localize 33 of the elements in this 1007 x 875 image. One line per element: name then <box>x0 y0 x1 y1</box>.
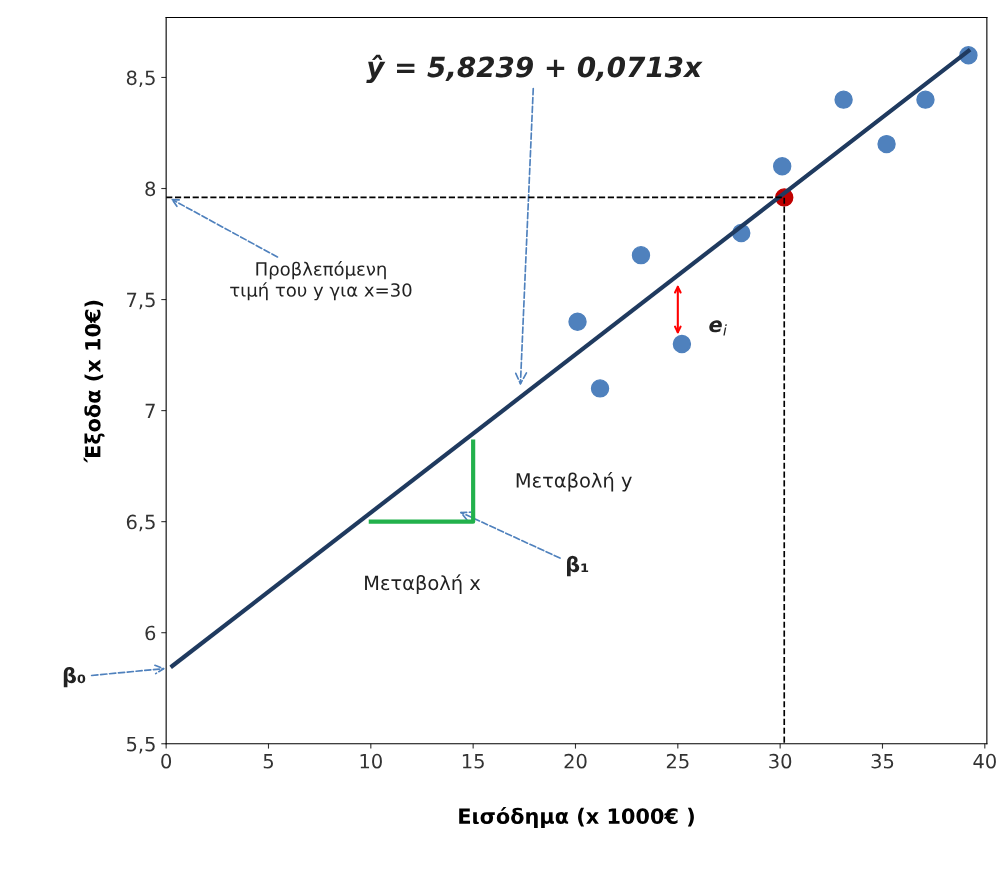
text: β₀ <box>63 666 86 688</box>
annotation: Μεταβολή x <box>365 574 481 594</box>
y-tick-label: 7,5 <box>127 292 155 310</box>
x-tick-label: 40 <box>973 753 996 769</box>
point <box>916 90 935 109</box>
x-tick-label: 35 <box>871 753 894 769</box>
x-tick-label: 10 <box>360 753 382 769</box>
x-tick-label: 25 <box>666 753 689 769</box>
annotation: β₁ <box>567 555 589 577</box>
y-tick-label: 5,5 <box>127 736 155 754</box>
point <box>672 334 692 354</box>
x-tick-label: 20 <box>564 753 587 769</box>
y-tick-label: 8 <box>145 181 156 197</box>
annotation: e$_{i}$ <box>709 320 727 336</box>
point <box>590 379 610 398</box>
y-tick-label: 7 <box>145 403 155 418</box>
point <box>772 157 792 176</box>
x-tick-label: 30 <box>769 753 792 769</box>
x-tick-label: 15 <box>462 754 484 769</box>
annotation: Προβλεπόμενη τιμή του y για x=30 <box>230 261 412 301</box>
x-tick-label: 5 <box>263 754 273 769</box>
point <box>834 90 853 109</box>
y-axis-title: Έξοδα (x 10€) <box>83 300 105 463</box>
x-axis-title: Εισόδημα (x 1000€ ) <box>459 807 694 829</box>
y-tick-label: 6 <box>145 625 156 641</box>
point <box>877 134 896 154</box>
y-tick-label: 6,5 <box>126 514 155 532</box>
y-tick-label: 8,5 <box>126 70 155 88</box>
point <box>568 312 587 331</box>
x-tick-label: 0 <box>161 753 172 769</box>
annotation: ŷ = 5,8239 + 0,0713x <box>366 54 703 84</box>
point <box>631 245 651 265</box>
annotation: Μεταβολή y <box>516 471 632 492</box>
